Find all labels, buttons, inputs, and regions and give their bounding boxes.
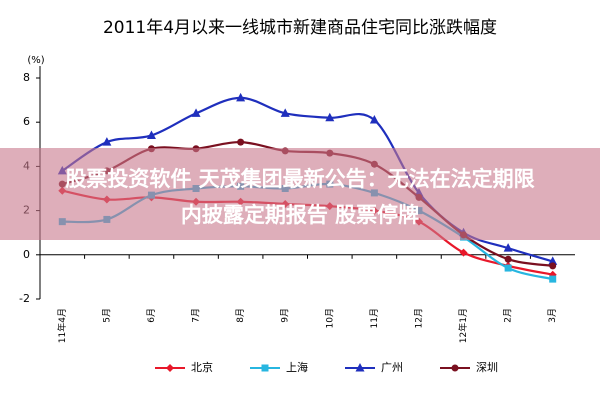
- marker: [504, 255, 512, 263]
- x-tick-label: 9月: [280, 308, 291, 323]
- y-tick-label: 6: [23, 115, 30, 128]
- marker: [355, 363, 365, 372]
- marker: [548, 256, 558, 265]
- legend-label: 北京: [191, 360, 213, 374]
- overlay-text: 内披露定期报告 股票停牌: [181, 203, 419, 227]
- legend-label: 广州: [381, 361, 403, 374]
- marker: [503, 243, 513, 252]
- overlay-band: [0, 148, 600, 240]
- marker: [549, 262, 557, 270]
- legend-label: 上海: [286, 360, 308, 374]
- marker: [146, 130, 156, 139]
- x-tick-label: 11年4月: [56, 308, 68, 343]
- y-tick-label: -2: [19, 292, 30, 305]
- marker: [236, 92, 246, 102]
- x-tick-label: 6月: [146, 308, 157, 323]
- x-tick-label: 10月: [324, 308, 335, 328]
- x-tick-label: 7月: [191, 308, 202, 323]
- marker: [280, 108, 290, 117]
- marker: [261, 364, 269, 372]
- chart-title: 2011年4月以来一线城市新建商品住宅同比涨跌幅度: [103, 18, 497, 38]
- x-tick-label: 8月: [235, 308, 246, 323]
- x-tick-label: 12月: [413, 308, 424, 328]
- marker: [459, 248, 468, 257]
- x-tick-label: 5月: [101, 308, 112, 323]
- marker: [504, 264, 512, 272]
- x-tick-label: 3月: [547, 308, 558, 323]
- legend-label: 深圳: [476, 361, 498, 374]
- marker: [451, 364, 459, 372]
- y-unit: (%): [27, 55, 44, 66]
- marker: [369, 114, 379, 124]
- overlay-text: 股票投资软件 天茂集团最新公告：无法在法定期限: [65, 167, 534, 191]
- marker: [166, 364, 174, 372]
- marker: [325, 112, 335, 122]
- x-tick-label: 12年1月: [457, 308, 469, 343]
- marker: [549, 275, 557, 283]
- marker: [191, 108, 201, 117]
- marker: [237, 138, 245, 146]
- y-tick-label: 0: [23, 248, 30, 261]
- x-tick-label: 2月: [503, 308, 514, 323]
- marker: [102, 137, 112, 146]
- x-tick-label: 11月: [369, 308, 380, 328]
- y-tick-label: 8: [23, 71, 30, 84]
